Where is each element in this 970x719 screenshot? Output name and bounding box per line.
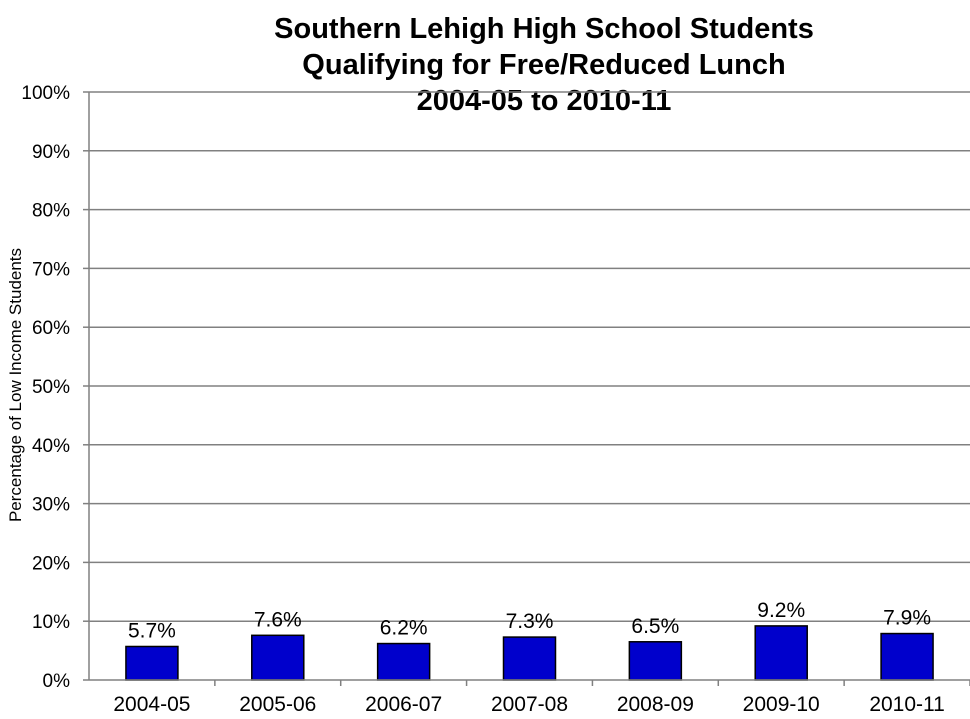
x-tick-label: 2008-09 bbox=[617, 693, 694, 716]
y-tick-label: 100% bbox=[21, 83, 70, 104]
bar bbox=[378, 644, 430, 680]
y-tick-label: 10% bbox=[32, 612, 70, 633]
y-tick-label: 60% bbox=[32, 318, 70, 339]
data-label: 5.7% bbox=[128, 619, 176, 642]
data-label: 7.6% bbox=[254, 608, 302, 631]
bar bbox=[755, 626, 807, 680]
y-tick-label: 0% bbox=[43, 671, 71, 692]
y-axis-label: Percentage of Low Income Students bbox=[6, 248, 25, 522]
y-tick-label: 50% bbox=[32, 377, 70, 398]
x-tick-label: 2010-11 bbox=[869, 693, 945, 716]
x-tick-label: 2007-08 bbox=[491, 693, 568, 716]
chart-title-line: Southern Lehigh High School Students bbox=[274, 13, 814, 45]
y-tick-label: 90% bbox=[32, 142, 70, 163]
bar bbox=[126, 646, 178, 680]
bar bbox=[629, 642, 681, 680]
data-label: 6.2% bbox=[380, 617, 428, 640]
bar bbox=[252, 635, 304, 680]
data-label: 9.2% bbox=[757, 599, 805, 622]
x-tick-label: 2006-07 bbox=[365, 693, 442, 716]
bars bbox=[126, 626, 933, 680]
gridlines bbox=[89, 92, 970, 621]
y-tick-label: 70% bbox=[32, 259, 70, 280]
data-label: 7.3% bbox=[506, 610, 554, 633]
x-axis-ticks: 2004-05 2005-06 2006-07 2007-08 2008-09 2009-… bbox=[113, 680, 970, 716]
chart-title-line: Qualifying for Free/Reduced Lunch bbox=[302, 49, 785, 81]
x-tick-label: 2009-10 bbox=[743, 693, 820, 716]
x-tick-label: 2004-05 bbox=[113, 693, 190, 716]
bar bbox=[881, 634, 933, 680]
bar bbox=[504, 637, 556, 680]
data-label: 7.9% bbox=[883, 607, 931, 630]
y-tick-label: 80% bbox=[32, 201, 70, 222]
y-tick-label: 40% bbox=[32, 436, 70, 457]
x-tick-label: 2005-06 bbox=[239, 693, 316, 716]
data-label: 6.5% bbox=[631, 615, 679, 638]
y-tick-label: 20% bbox=[32, 553, 70, 574]
chart-title: Southern Lehigh High School Students Qual… bbox=[274, 13, 814, 117]
chart-title-line: 2004-05 to 2010-11 bbox=[417, 85, 672, 117]
y-tick-label: 30% bbox=[32, 495, 70, 516]
y-axis-ticks: 0% 10% 20% 30% 40% 50% 60% 70% 80% 90% 100% bbox=[21, 83, 89, 692]
